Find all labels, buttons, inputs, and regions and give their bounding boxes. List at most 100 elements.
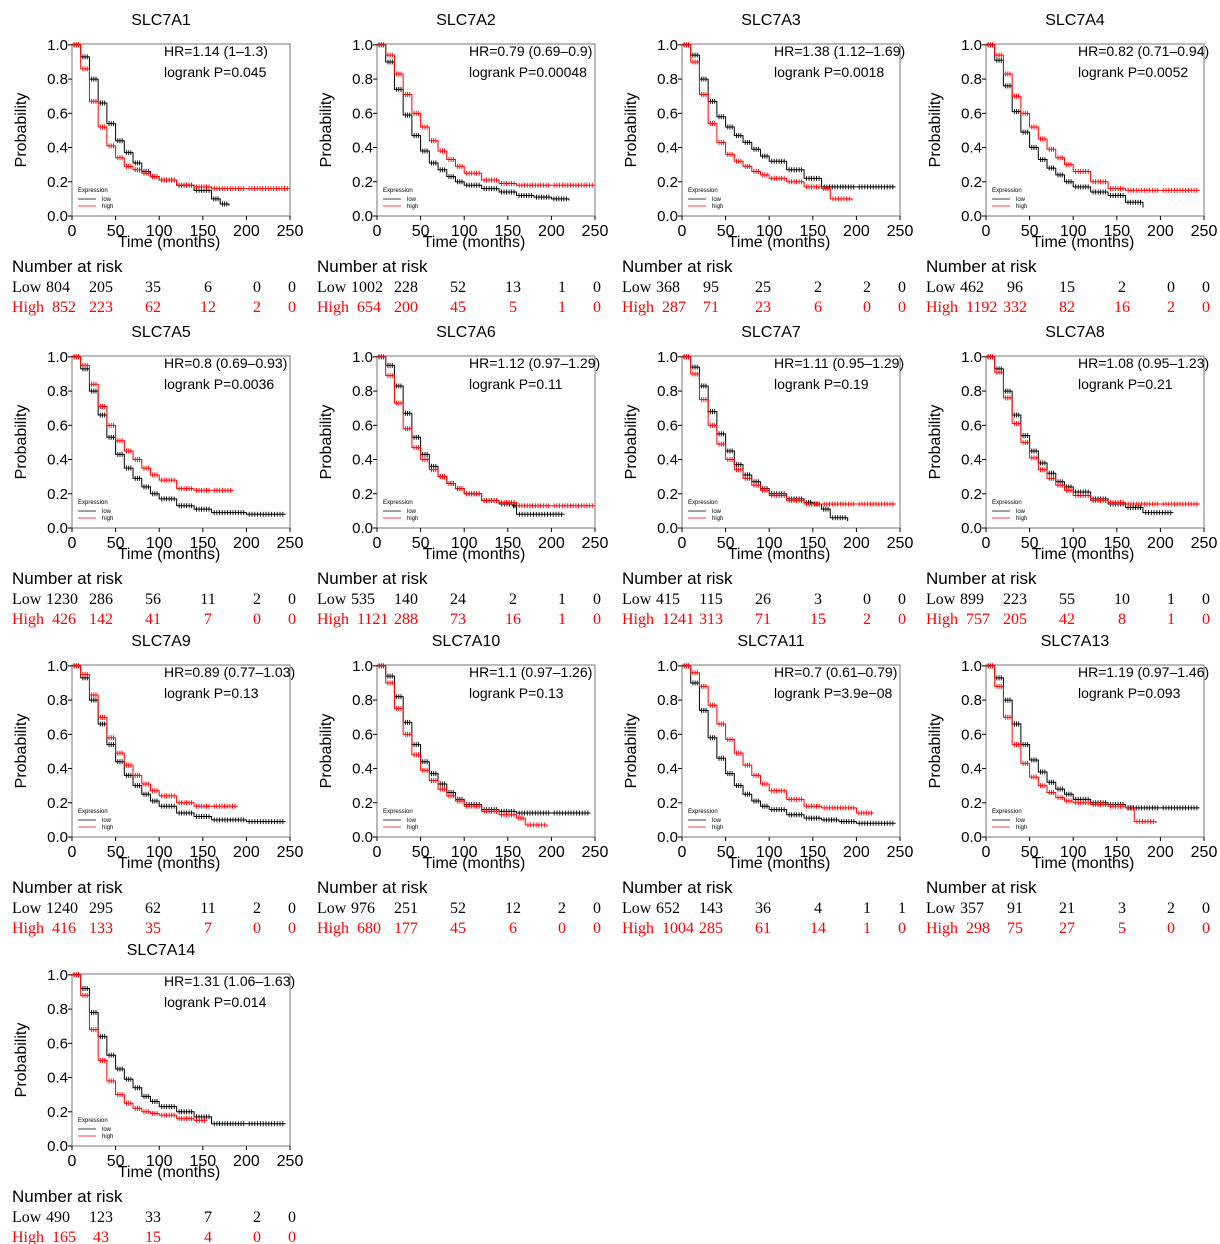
y-tick-label: 1.0: [657, 37, 678, 54]
risk-value-low: 13: [505, 279, 521, 296]
risk-value-low: 0: [288, 1209, 296, 1226]
x-tick-label: 150: [189, 223, 216, 240]
risk-value-high: 205: [1003, 611, 1027, 628]
hazard-ratio-label: HR=0.8 (0.69–0.93): [164, 355, 287, 371]
y-tick-label: 1.0: [352, 37, 373, 54]
risk-value-low: 0: [253, 279, 261, 296]
x-tick-label: 250: [1191, 223, 1218, 240]
risk-value-low: 2: [253, 591, 261, 608]
risk-value-high: 0: [1202, 920, 1210, 937]
legend-title: Expression: [688, 188, 718, 194]
risk-row-label-high: High: [317, 920, 349, 937]
censor-marks-low: [73, 354, 284, 517]
plot-frame: [985, 355, 1205, 529]
risk-value-low: 228: [394, 279, 418, 296]
risk-value-low: 1: [1167, 591, 1175, 608]
km-panel-slc7a1: SLC7A1 0.0 0.2 0.4 0.6 0.8 1.0 0 50 100 150 200 250 P…: [0, 0, 303, 316]
risk-value-high: 2: [863, 611, 871, 628]
x-axis-title: Time (months): [728, 546, 831, 563]
risk-value-low: 0: [288, 591, 296, 608]
x-tick-label: 100: [451, 223, 478, 240]
risk-value-high: 177: [394, 920, 418, 937]
risk-value-low: 976: [351, 900, 375, 917]
y-tick-label: 0.4: [657, 761, 678, 778]
risk-row-label-low: Low: [926, 591, 956, 608]
y-tick-label: 0.2: [47, 795, 68, 812]
y-tick-label: 0.6: [961, 726, 982, 743]
legend-title: Expression: [78, 500, 108, 506]
risk-row-label-high: High: [12, 920, 44, 937]
x-tick-label: 200: [233, 844, 260, 861]
plot-frame: [985, 43, 1205, 217]
x-axis-title: Time (months): [1032, 855, 1135, 872]
risk-value-low: 0: [593, 900, 601, 917]
x-tick-label: 0: [373, 223, 382, 240]
panel-title: SLC7A8: [1045, 324, 1105, 341]
risk-value-high: 313: [699, 611, 723, 628]
censor-marks-high: [73, 972, 205, 1123]
hazard-ratio-label: HR=1.38 (1.12–1.69): [774, 43, 905, 59]
risk-value-high: 654: [357, 299, 381, 316]
x-tick-label: 0: [68, 844, 77, 861]
risk-row-label-low: Low: [622, 900, 652, 917]
risk-value-low: 804: [46, 279, 70, 296]
censor-marks-high: [987, 354, 1198, 507]
x-tick-label: 50: [1021, 223, 1039, 240]
km-panel-slc7a3: SLC7A3 0.0 0.2 0.4 0.6 0.8 1.0 0 50 100 150 200 250 P…: [610, 0, 913, 316]
x-tick-label: 0: [982, 223, 991, 240]
legend-title: Expression: [688, 809, 718, 815]
logrank-p-label: logrank P=0.014: [164, 994, 267, 1010]
risk-value-high: 757: [966, 611, 990, 628]
risk-value-high: 1192: [966, 299, 997, 316]
y-tick-label: 0.4: [352, 761, 373, 778]
y-tick-label: 0.0: [47, 520, 68, 537]
y-tick-label: 0.0: [657, 520, 678, 537]
risk-value-low: 1002: [351, 279, 383, 296]
logrank-p-label: logrank P=0.0018: [774, 64, 884, 80]
risk-value-high: 12: [200, 299, 216, 316]
x-tick-label: 150: [1103, 223, 1130, 240]
x-tick-label: 200: [538, 844, 565, 861]
y-tick-label: 0.2: [657, 486, 678, 503]
x-tick-label: 250: [887, 844, 914, 861]
panel-title: SLC7A6: [436, 324, 496, 341]
x-tick-label: 250: [277, 223, 304, 240]
legend-label-low: low: [712, 818, 722, 824]
y-axis-title: Probability: [927, 714, 944, 789]
logrank-p-label: logrank P=3.9e−08: [774, 685, 893, 701]
risk-value-high: 852: [52, 299, 76, 316]
y-axis-title: Probability: [13, 1023, 30, 1098]
legend-title: Expression: [992, 809, 1022, 815]
censor-marks-high: [378, 354, 593, 509]
y-tick-label: 0.2: [47, 1104, 68, 1121]
risk-value-high: 200: [394, 299, 418, 316]
panel-title: SLC7A10: [432, 633, 501, 650]
y-tick-label: 0.4: [961, 140, 982, 157]
risk-value-high: 7: [204, 920, 212, 937]
risk-value-high: 6: [814, 299, 822, 316]
risk-row-label-low: Low: [12, 591, 42, 608]
x-tick-label: 200: [1147, 223, 1174, 240]
hazard-ratio-label: HR=0.79 (0.69–0.9): [469, 43, 592, 59]
x-tick-label: 100: [1060, 844, 1087, 861]
risk-value-low: 140: [394, 591, 418, 608]
risk-value-low: 462: [960, 279, 984, 296]
hazard-ratio-label: HR=1.08 (0.95–1.23): [1078, 355, 1209, 371]
x-tick-label: 100: [146, 844, 173, 861]
y-tick-label: 0.4: [352, 452, 373, 469]
survival-curve-low: [72, 44, 230, 206]
risk-row-label-high: High: [926, 920, 958, 937]
censor-marks-high: [73, 663, 236, 809]
risk-value-low: 2: [863, 279, 871, 296]
y-tick-label: 0.0: [961, 829, 982, 846]
survival-curve-low: [682, 665, 896, 824]
survival-curve-high: [986, 44, 1200, 191]
y-tick-label: 0.6: [657, 417, 678, 434]
y-tick-label: 0.8: [352, 71, 373, 88]
plot-frame: [71, 43, 291, 217]
survival-curve-low: [682, 44, 896, 188]
risk-value-high: 0: [863, 299, 871, 316]
risk-table-title: Number at risk: [622, 878, 733, 897]
x-tick-label: 150: [494, 223, 521, 240]
y-tick-label: 0.8: [47, 1001, 68, 1018]
